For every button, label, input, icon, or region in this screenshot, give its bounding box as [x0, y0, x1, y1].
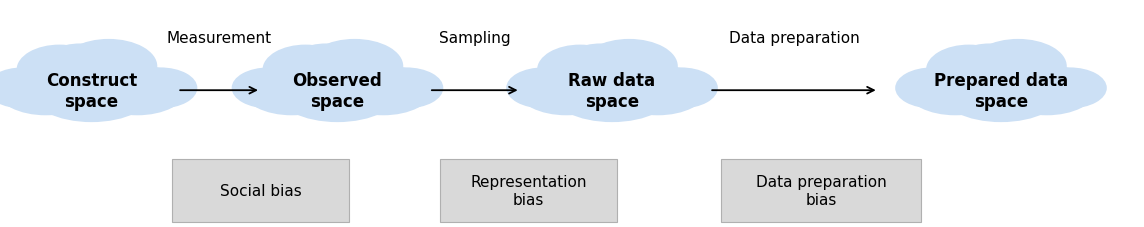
Ellipse shape	[305, 40, 403, 94]
Ellipse shape	[549, 59, 675, 123]
Text: Prepared data
space: Prepared data space	[934, 72, 1068, 110]
Text: Observed
space: Observed space	[293, 72, 382, 110]
Ellipse shape	[998, 66, 1096, 116]
Ellipse shape	[17, 45, 103, 95]
Ellipse shape	[610, 66, 707, 116]
Ellipse shape	[564, 44, 638, 85]
Ellipse shape	[952, 44, 1027, 85]
Ellipse shape	[1033, 68, 1107, 109]
Ellipse shape	[518, 66, 615, 116]
FancyBboxPatch shape	[439, 159, 618, 222]
Ellipse shape	[906, 66, 1004, 116]
Text: Data preparation: Data preparation	[729, 31, 859, 46]
Ellipse shape	[969, 40, 1066, 94]
Ellipse shape	[124, 68, 198, 109]
Ellipse shape	[89, 66, 185, 116]
Ellipse shape	[288, 44, 363, 85]
Ellipse shape	[275, 59, 400, 123]
Text: Construct
space: Construct space	[46, 72, 137, 110]
Ellipse shape	[938, 59, 1064, 123]
Ellipse shape	[643, 68, 718, 109]
Text: Data preparation
bias: Data preparation bias	[756, 175, 887, 207]
Ellipse shape	[507, 68, 581, 109]
Ellipse shape	[0, 66, 94, 116]
Ellipse shape	[263, 45, 348, 95]
Text: Raw data
space: Raw data space	[569, 72, 656, 110]
Ellipse shape	[0, 68, 61, 109]
Ellipse shape	[43, 44, 118, 85]
Ellipse shape	[61, 40, 158, 94]
Ellipse shape	[895, 68, 969, 109]
Text: Sampling: Sampling	[439, 31, 510, 46]
Ellipse shape	[368, 68, 444, 109]
Text: Social bias: Social bias	[220, 183, 302, 198]
Ellipse shape	[244, 66, 341, 116]
FancyBboxPatch shape	[173, 159, 350, 222]
Ellipse shape	[334, 66, 431, 116]
Ellipse shape	[581, 40, 677, 94]
Ellipse shape	[29, 59, 154, 123]
Text: Representation
bias: Representation bias	[470, 175, 587, 207]
Ellipse shape	[927, 45, 1011, 95]
Text: Measurement: Measurement	[167, 31, 271, 46]
FancyBboxPatch shape	[721, 159, 921, 222]
Ellipse shape	[231, 68, 305, 109]
Ellipse shape	[538, 45, 622, 95]
